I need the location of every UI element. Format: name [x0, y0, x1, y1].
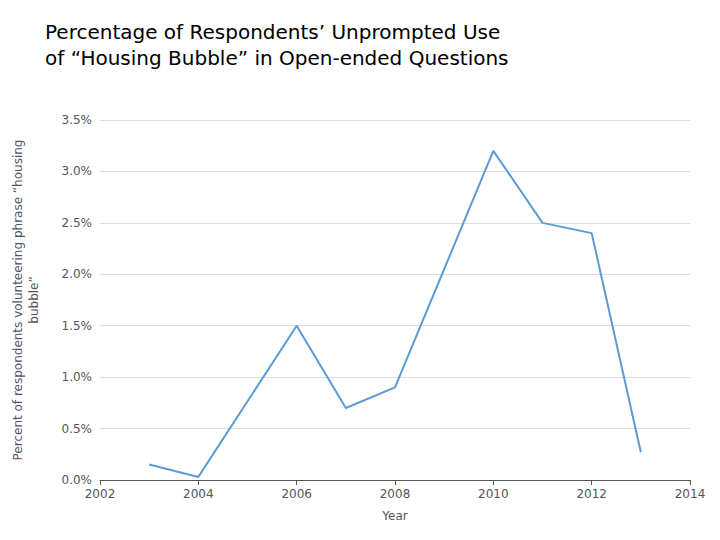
svg-text:Percent of respondents volunte: Percent of respondents volunteering phra…: [11, 140, 25, 461]
svg-text:of “Housing Bubble” in Open-en: of “Housing Bubble” in Open-ended Questi…: [45, 46, 509, 70]
svg-text:Percentage of Respondents’ Unp: Percentage of Respondents’ Unprompted Us…: [45, 20, 500, 44]
svg-text:Year: Year: [381, 509, 407, 523]
svg-text:0.0%: 0.0%: [62, 473, 93, 487]
svg-text:2008: 2008: [380, 487, 411, 501]
svg-text:2.0%: 2.0%: [62, 267, 93, 281]
svg-text:2002: 2002: [85, 487, 116, 501]
svg-text:2012: 2012: [576, 487, 607, 501]
svg-text:2004: 2004: [183, 487, 214, 501]
svg-text:1.5%: 1.5%: [62, 319, 93, 333]
svg-text:2014: 2014: [675, 487, 706, 501]
svg-text:2010: 2010: [478, 487, 509, 501]
svg-text:3.0%: 3.0%: [62, 164, 93, 178]
svg-text:0.5%: 0.5%: [62, 422, 93, 436]
svg-text:2.5%: 2.5%: [62, 216, 93, 230]
svg-text:3.5%: 3.5%: [62, 113, 93, 127]
svg-text:bubble”: bubble”: [27, 276, 41, 323]
svg-text:2006: 2006: [281, 487, 312, 501]
svg-text:1.0%: 1.0%: [62, 370, 93, 384]
